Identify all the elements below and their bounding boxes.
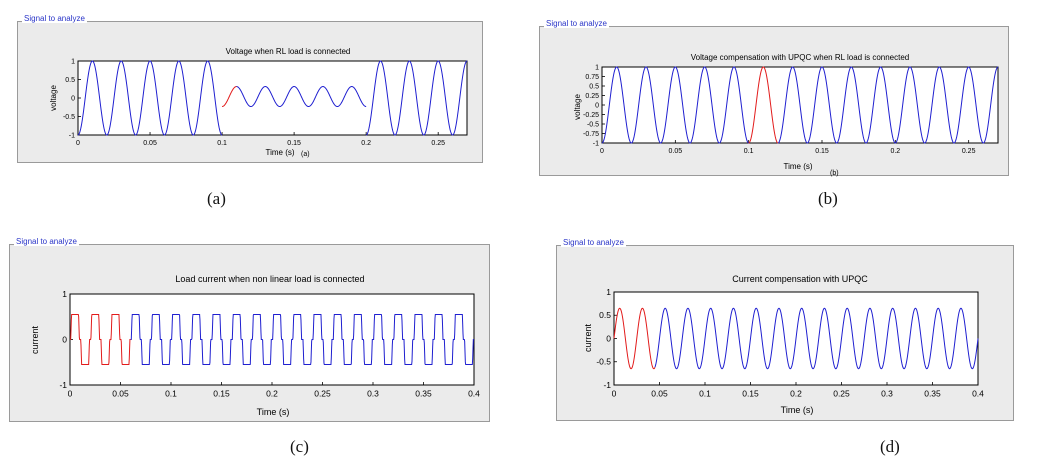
- x-tick-label: 0.2: [890, 148, 900, 155]
- x-tick-label: 0.05: [651, 389, 668, 399]
- x-tick-label: 0.35: [415, 389, 432, 399]
- chart-title: Current compensation with UPQC: [732, 274, 868, 284]
- chart-a: Voltage when RL load is connected 0 0.05 0…: [49, 47, 468, 158]
- highlight-segment-line: [613, 307, 656, 370]
- x-tick-label: 0.2: [266, 389, 278, 399]
- panel-title-a: Signal to analyze: [22, 14, 87, 23]
- signal-panel-c: Signal to analyze Load current when non …: [9, 237, 490, 422]
- y-tick-label: 0.75: [585, 74, 599, 81]
- caption-a: (a): [207, 189, 226, 208]
- x-tick-label: 0: [68, 389, 73, 399]
- x-tick-label: 0.1: [699, 389, 711, 399]
- x-tick-label: 0.4: [972, 389, 984, 399]
- x-tick-label: 0.1: [744, 148, 754, 155]
- panel-title-c: Signal to analyze: [14, 237, 79, 246]
- tick-layer: 0 0.05 0.1 0.15 0.2 0.25 -1 -0.5 0 0.5 1: [63, 58, 445, 147]
- caption-d: (d): [880, 437, 900, 456]
- y-tick-label: 1: [71, 58, 75, 65]
- caption-b: (b): [818, 189, 838, 208]
- chart-c: Load current when non linear load is con…: [30, 274, 480, 417]
- x-tick-label: 0.15: [742, 389, 759, 399]
- plot-area: [77, 60, 468, 136]
- chart-title: Voltage when RL load is connected: [226, 47, 351, 56]
- signal-panel-b: Signal to analyze Voltage compensation w…: [539, 19, 1009, 177]
- y-tick-label: -0.5: [587, 121, 599, 128]
- x-tick-label: 0.4: [468, 389, 480, 399]
- x-tick-label: 0.2: [361, 140, 371, 147]
- signal-segment-line: [777, 66, 999, 144]
- x-tick-label: 0.25: [962, 148, 976, 155]
- signal-segment-line: [366, 60, 468, 136]
- highlight-segment-line: [748, 66, 779, 144]
- y-tick-label: 0: [595, 102, 599, 109]
- x-tick-label: 0.25: [431, 140, 445, 147]
- x-tick-label: 0.05: [112, 389, 129, 399]
- y-tick-label: 1: [595, 64, 599, 71]
- signal-panel-a: Signal to analyze Voltage when RL load i…: [17, 14, 483, 163]
- x-tick-label: 0.25: [314, 389, 331, 399]
- y-tick-label: 0: [71, 95, 75, 102]
- x-axis-label: Time (s): [265, 148, 294, 157]
- chart-d: Current compensation with UPQC 0 0.05 0.1 0…: [583, 274, 984, 415]
- chart-title: Voltage compensation with UPQC when RL l…: [691, 53, 910, 62]
- caption-c: (c): [290, 437, 309, 456]
- x-tick-label: 0.3: [881, 389, 893, 399]
- y-tick-label: 0.25: [585, 93, 599, 100]
- highlight-segment-line: [70, 313, 131, 366]
- signal-segment-line: [236, 86, 367, 108]
- y-tick-label: 0: [62, 334, 67, 344]
- y-axis-label: voltage: [573, 94, 582, 120]
- y-axis-label: voltage: [49, 85, 58, 111]
- x-tick-label: 0.05: [143, 140, 157, 147]
- tick-layer: 0 0.05 0.1 0.15 0.2 0.25 0.3 0.35 0.4-101: [59, 289, 480, 399]
- y-tick-label: -0.75: [583, 131, 599, 138]
- x-tick-label: 0.35: [924, 389, 941, 399]
- highlight-segment-line: [222, 86, 237, 108]
- signal-segment-line: [77, 60, 223, 136]
- x-tick-label: 0.15: [287, 140, 301, 147]
- y-tick-label: 0: [606, 333, 611, 343]
- inner-figure-label: (a): [301, 151, 310, 158]
- y-tick-label: -1: [69, 132, 75, 139]
- signal-segment-line: [130, 313, 474, 366]
- tick-layer: 0 0.05 0.1 0.15 0.2 0.25 -1 -0.75 -0.5 -0.25 0 0.25…: [583, 64, 976, 155]
- x-tick-label: 0.1: [217, 140, 227, 147]
- chart-b: Voltage compensation with UPQC when RL l…: [573, 53, 999, 177]
- y-tick-label: -0.5: [596, 357, 611, 367]
- x-tick-label: 0.05: [669, 148, 683, 155]
- x-tick-label: 0.2: [790, 389, 802, 399]
- y-axis-label: current: [583, 323, 593, 352]
- x-tick-label: 0.25: [833, 389, 850, 399]
- x-axis-label: Time (s): [783, 162, 812, 171]
- y-tick-label: -1: [59, 380, 67, 390]
- x-tick-label: 0: [600, 148, 604, 155]
- y-tick-label: -1: [593, 140, 599, 147]
- chart-title: Load current when non linear load is con…: [175, 274, 364, 284]
- y-tick-label: 1: [62, 289, 67, 299]
- x-axis-label: Time (s): [257, 407, 290, 417]
- signal-segment-line: [654, 307, 979, 370]
- y-tick-label: -0.5: [63, 114, 75, 121]
- y-tick-label: 0.5: [65, 77, 75, 84]
- y-tick-label: 1: [606, 287, 611, 297]
- y-tick-label: 0.5: [589, 83, 599, 90]
- x-axis-label: Time (s): [781, 405, 814, 415]
- x-tick-label: 0: [76, 140, 80, 147]
- panel-title-d: Signal to analyze: [561, 238, 626, 247]
- x-tick-label: 0.15: [213, 389, 230, 399]
- y-tick-label: -1: [603, 380, 611, 390]
- y-tick-label: 0.5: [599, 310, 611, 320]
- tick-layer: 0 0.05 0.1 0.15 0.2 0.25 0.3 0.35 0.4 -1 -0.5 0 0.5 1: [596, 287, 984, 399]
- x-tick-label: 0.1: [165, 389, 177, 399]
- inner-figure-label: (b): [830, 170, 839, 177]
- panel-title-b: Signal to analyze: [544, 19, 609, 28]
- signal-segment-line: [601, 66, 749, 144]
- x-tick-label: 0.15: [815, 148, 829, 155]
- y-axis-label: current: [30, 325, 40, 354]
- x-tick-label: 0: [612, 389, 617, 399]
- signal-panel-d: Signal to analyze Current compensation w…: [556, 238, 1014, 421]
- y-tick-label: -0.25: [583, 112, 599, 119]
- x-tick-label: 0.3: [367, 389, 379, 399]
